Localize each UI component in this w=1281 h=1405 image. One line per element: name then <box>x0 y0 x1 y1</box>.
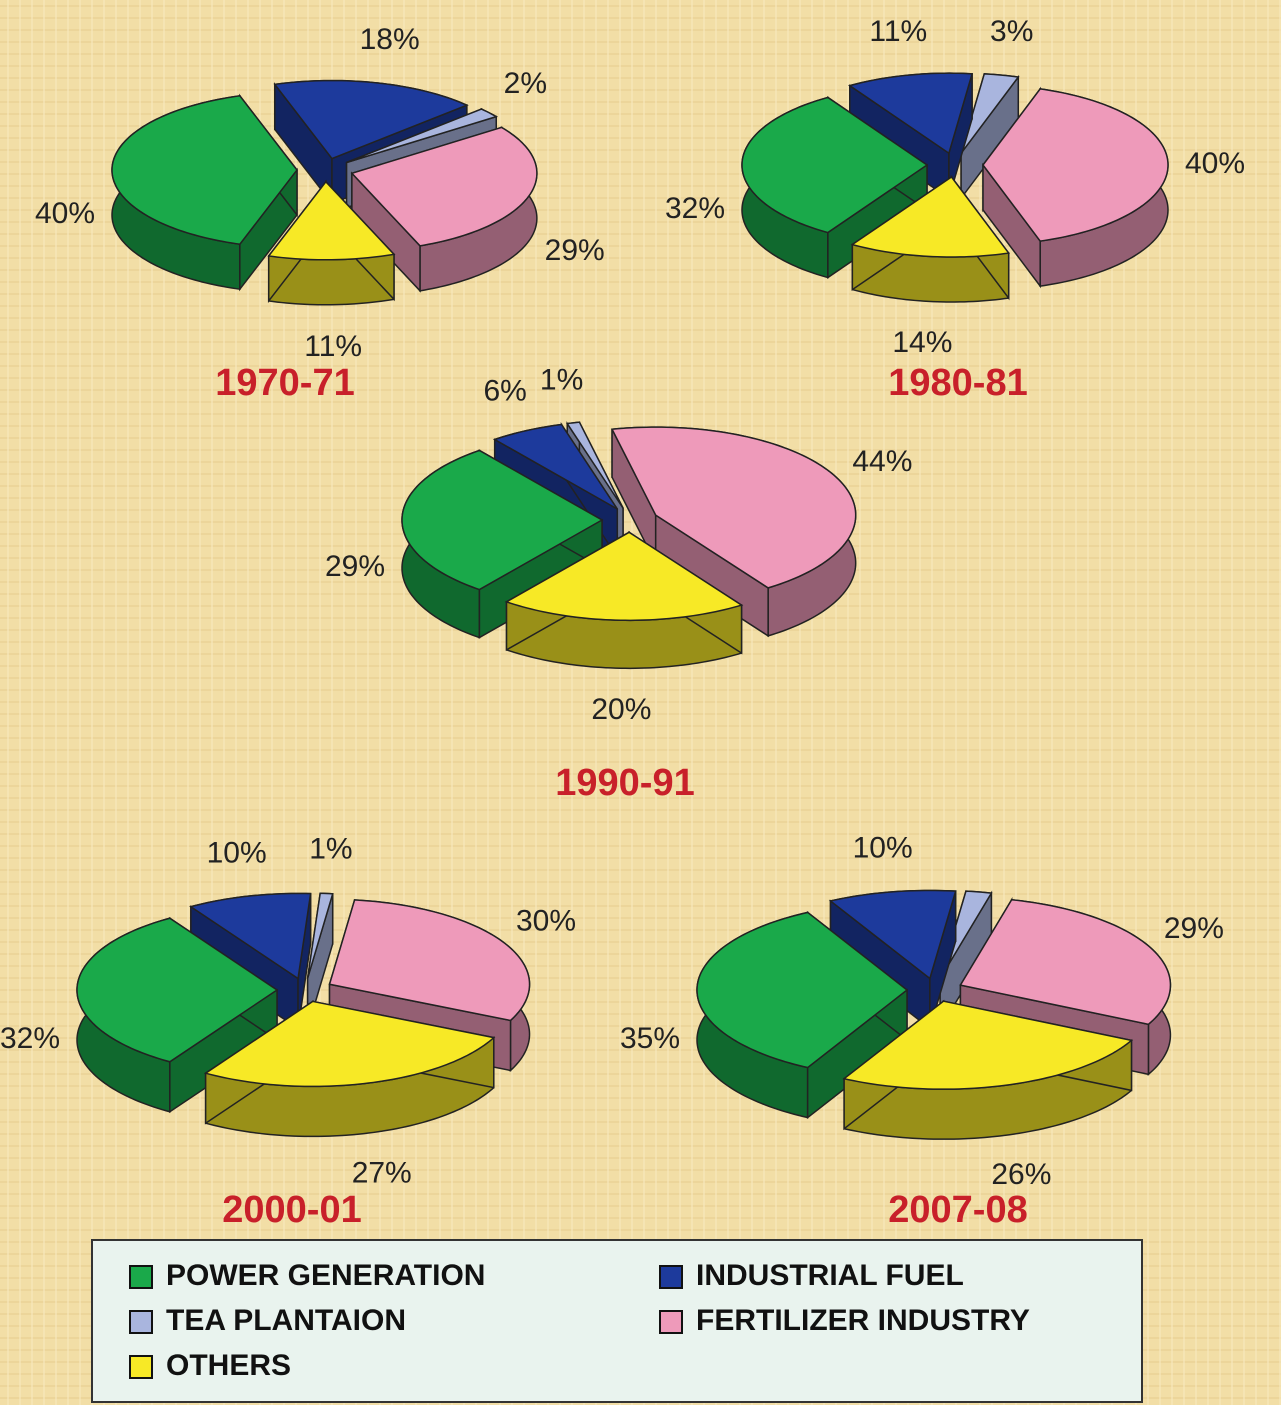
slice-top <box>939 890 993 979</box>
slice <box>847 72 974 200</box>
data-label: 14% <box>892 326 952 359</box>
data-label: 27% <box>352 1156 412 1189</box>
slice-top <box>842 1000 1134 1090</box>
chart-title: 1980-81 <box>888 362 1027 404</box>
slice-top <box>267 180 396 261</box>
data-label: 29% <box>545 234 605 267</box>
data-label: 29% <box>325 550 385 583</box>
data-label: 11% <box>869 15 927 48</box>
data-label: 29% <box>1164 912 1224 945</box>
legend-label: INDUSTRIAL FUEL <box>696 1259 964 1292</box>
data-label: 6% <box>483 375 526 408</box>
slice-top <box>959 898 1172 1026</box>
chart-title: 2007-08 <box>888 1189 1027 1231</box>
slice-top <box>492 423 618 510</box>
data-label: 44% <box>852 445 912 478</box>
data-label: 40% <box>35 197 95 230</box>
legend-label: POWER GENERATION <box>166 1259 485 1292</box>
slice-top <box>346 108 499 164</box>
slice-top <box>828 889 957 980</box>
data-label: 2% <box>504 67 547 100</box>
data-label: 30% <box>516 904 576 937</box>
slice <box>842 999 1134 1140</box>
slice-top <box>696 911 909 1069</box>
slice <box>111 93 298 292</box>
data-label: 10% <box>207 836 267 869</box>
legend-swatch <box>129 1310 153 1334</box>
data-label: 32% <box>665 192 725 225</box>
slice-top <box>111 95 298 245</box>
data-label: 1% <box>540 363 583 396</box>
data-label: 1% <box>309 833 352 866</box>
slice-top <box>306 892 334 979</box>
legend-label: TEA PLANTAION <box>166 1304 406 1337</box>
slice-top <box>565 421 624 509</box>
data-label: 40% <box>1185 147 1245 180</box>
legend-swatch <box>659 1310 683 1334</box>
slice-top <box>189 892 312 980</box>
slice <box>350 126 538 293</box>
legend-swatch <box>659 1265 683 1289</box>
legend-label: FERTILIZER INDUSTRY <box>696 1304 1030 1337</box>
data-label: 26% <box>991 1158 1051 1191</box>
legend-swatch <box>129 1355 153 1379</box>
slice-top <box>847 72 974 155</box>
chart-title: 2000-01 <box>222 1189 361 1231</box>
slice-top <box>504 531 744 622</box>
slice-top <box>610 426 857 589</box>
data-label: 18% <box>360 23 420 56</box>
slice-top <box>982 88 1169 242</box>
slice <box>76 916 279 1114</box>
slice-top <box>328 899 531 1022</box>
slice-top <box>350 126 538 247</box>
chart-title: 1970-71 <box>215 362 354 404</box>
slice-top <box>741 96 929 234</box>
chart-title: 1990-91 <box>555 762 694 804</box>
data-label: 35% <box>620 1022 680 1055</box>
slice <box>982 86 1169 289</box>
data-label: 32% <box>0 1022 60 1055</box>
slice-top <box>203 1000 496 1088</box>
legend-box <box>91 1239 1143 1403</box>
slice <box>960 73 1020 201</box>
slice <box>267 179 396 306</box>
data-label: 10% <box>853 831 913 864</box>
slice-top <box>76 917 279 1063</box>
slice-top <box>850 175 1011 258</box>
legend-label: OTHERS <box>166 1349 291 1382</box>
slice <box>696 910 909 1120</box>
slice-top <box>401 449 604 591</box>
slice <box>203 1000 496 1138</box>
slice <box>306 892 334 1029</box>
data-label: 3% <box>990 15 1033 48</box>
slice <box>401 449 604 639</box>
slice <box>504 530 744 670</box>
legend-swatch <box>129 1265 153 1289</box>
slice <box>959 897 1172 1076</box>
slice-top <box>960 73 1020 154</box>
slice <box>850 174 1011 303</box>
data-label: 20% <box>591 693 651 726</box>
slice-top <box>273 79 469 160</box>
data-label: 11% <box>304 330 362 363</box>
slice <box>939 890 993 1032</box>
